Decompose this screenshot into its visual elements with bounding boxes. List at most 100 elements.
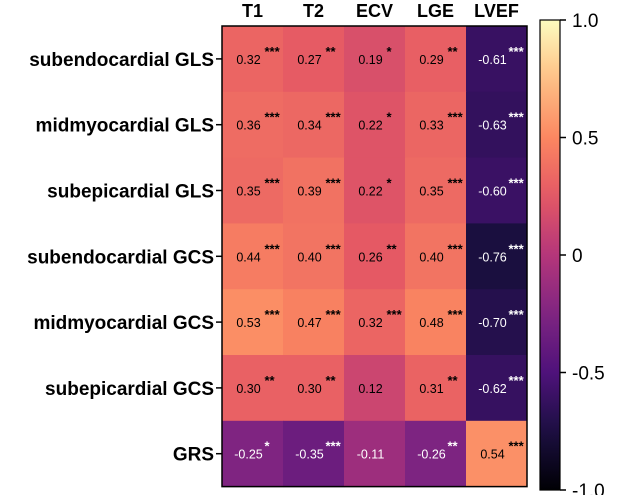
cell-value-label: 0.27 [297, 53, 321, 67]
cell-value-label: 0.40 [297, 250, 321, 264]
heatmap-cell [283, 26, 345, 93]
heatmap-cell [466, 26, 528, 93]
heatmap-cell [405, 26, 467, 93]
significance-label: *** [387, 307, 403, 322]
significance-label: ** [326, 44, 337, 59]
cell-value-label: 0.47 [297, 316, 321, 330]
significance-label: *** [448, 307, 464, 322]
colorbar-tick-label: 0 [572, 246, 583, 267]
colorbar-tick-label: 0.5 [572, 129, 598, 150]
significance-label: ** [448, 373, 459, 388]
cell-value-label: 0.29 [419, 53, 443, 67]
heatmap-cell [283, 223, 345, 290]
cell-value-label: 0.53 [236, 316, 260, 330]
cell-value-label: 0.26 [358, 250, 382, 264]
significance-label: ** [387, 241, 398, 256]
cell-value-label: -0.11 [357, 448, 385, 462]
significance-label: ** [326, 373, 337, 388]
significance-label: *** [448, 176, 464, 191]
heatmap-cell [344, 420, 406, 488]
cell-value-label: 0.32 [236, 53, 260, 67]
cell-value-label: -0.25 [234, 448, 263, 462]
heatmap-cell [344, 157, 406, 224]
heatmap-cell [466, 91, 528, 159]
heatmap-cell [344, 289, 406, 356]
significance-label: * [265, 439, 271, 454]
heatmap-cell [283, 420, 345, 488]
significance-label: *** [509, 176, 525, 191]
cell-value-label: -0.60 [478, 185, 507, 199]
heatmap-cell [222, 420, 284, 488]
heatmap-cell [283, 157, 345, 224]
significance-label: *** [326, 176, 342, 191]
significance-label: * [387, 176, 393, 191]
heatmap-cell [405, 420, 467, 488]
cell-value-label: -0.70 [478, 316, 507, 330]
significance-label: ** [448, 44, 459, 59]
cell-value-label: 0.40 [419, 250, 443, 264]
cell-value-label: 0.30 [236, 382, 260, 396]
cell-value-label: 0.32 [358, 316, 382, 330]
cell-value-label: -0.63 [478, 119, 507, 133]
heatmap-cell [466, 355, 528, 422]
heatmap-cell [405, 223, 467, 290]
significance-label: ** [265, 373, 276, 388]
heatmap-cell [344, 355, 406, 422]
row-label: midmyocardial GCS [33, 313, 214, 334]
heatmap-cell [222, 289, 284, 356]
cell-value-label: 0.33 [419, 119, 443, 133]
column-label: LVEF [474, 1, 519, 21]
significance-label: *** [265, 44, 281, 59]
row-label: subepicardial GCS [45, 379, 214, 400]
colorbar-tick-label: -1.0 [572, 481, 605, 495]
colorbar [539, 19, 561, 491]
row-label: subendocardial GCS [27, 247, 214, 268]
heatmap-cell [283, 91, 345, 159]
heatmap-cell [466, 289, 528, 356]
cell-value-label: 0.36 [236, 119, 260, 133]
row-label: GRS [173, 445, 214, 466]
heatmap-cell [344, 223, 406, 290]
colorbar-tick-label: 1.0 [572, 11, 598, 32]
significance-label: ** [448, 439, 459, 454]
cell-value-label: 0.34 [297, 119, 321, 133]
significance-label: *** [265, 110, 281, 125]
cell-value-label: 0.12 [358, 382, 382, 396]
heatmap-cell [222, 223, 284, 290]
cell-value-label: 0.30 [297, 382, 321, 396]
cell-value-label: 0.39 [297, 185, 321, 199]
significance-label: *** [265, 307, 281, 322]
cell-value-label: -0.35 [295, 448, 324, 462]
cell-value-label: -0.61 [478, 53, 507, 67]
column-label: T2 [303, 1, 324, 21]
cell-value-label: 0.31 [419, 382, 443, 396]
heatmap-cell [283, 355, 345, 422]
significance-label: *** [326, 110, 342, 125]
heatmap-cell [405, 91, 467, 159]
significance-label: *** [448, 110, 464, 125]
heatmap-cell [466, 223, 528, 290]
column-label: ECV [356, 1, 393, 21]
heatmap-cell [222, 91, 284, 159]
column-label: T1 [242, 1, 263, 21]
row-label: subendocardial GLS [29, 50, 214, 71]
cell-value-label: -0.76 [478, 250, 507, 264]
heatmap-cell [222, 157, 284, 224]
significance-label: *** [326, 241, 342, 256]
column-label: LGE [417, 1, 454, 21]
heatmap-cell [222, 355, 284, 422]
significance-label: *** [509, 439, 525, 454]
heatmap-cell [466, 157, 528, 224]
heatmap-cell [344, 26, 406, 93]
row-label: midmyocardial GLS [36, 116, 214, 137]
cell-value-label: 0.19 [358, 53, 382, 67]
significance-label: * [387, 44, 393, 59]
significance-label: *** [509, 110, 525, 125]
heatmap-cell [466, 420, 528, 488]
significance-label: *** [326, 307, 342, 322]
heatmap-cell [222, 26, 284, 93]
cell-value-label: 0.54 [480, 448, 504, 462]
heatmap-cell [405, 157, 467, 224]
colorbar-tick-label: -0.5 [572, 364, 605, 385]
